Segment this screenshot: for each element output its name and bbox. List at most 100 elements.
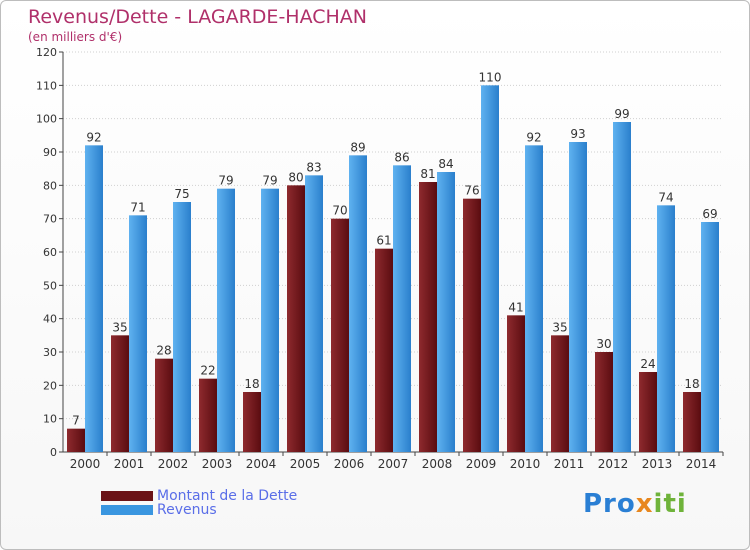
y-tick-label: 20 — [43, 379, 57, 392]
label-revenue-2002: 75 — [174, 187, 189, 201]
label-debt-2010: 41 — [508, 300, 523, 314]
bar-debt-2011 — [551, 335, 569, 452]
x-tick-label-2001: 2001 — [114, 457, 145, 471]
label-debt-2014: 18 — [684, 377, 699, 391]
label-revenue-2012: 99 — [614, 107, 629, 121]
bar-debt-2002 — [155, 358, 173, 452]
label-debt-2000: 7 — [72, 414, 80, 428]
legend-label-revenue: Revenus — [157, 502, 217, 518]
x-tick-label-2013: 2013 — [642, 457, 673, 471]
label-debt-2012: 30 — [596, 337, 611, 351]
x-tick-label-2005: 2005 — [290, 457, 321, 471]
label-revenue-2006: 89 — [350, 140, 365, 154]
y-tick-label: 30 — [43, 346, 57, 359]
bar-revenue-2005 — [305, 175, 323, 453]
bar-debt-2007 — [375, 248, 393, 452]
bar-debt-2003 — [199, 378, 217, 452]
label-revenue-2001: 71 — [130, 200, 145, 214]
y-tick-label: 110 — [36, 79, 57, 92]
x-tick-label-2002: 2002 — [158, 457, 189, 471]
label-debt-2004: 18 — [244, 377, 259, 391]
x-tick-label-2010: 2010 — [510, 457, 541, 471]
x-tick-label-2011: 2011 — [554, 457, 585, 471]
x-tick-label-2007: 2007 — [378, 457, 409, 471]
legend-swatch-debt — [101, 491, 153, 501]
label-debt-2009: 76 — [464, 184, 479, 198]
bars — [67, 85, 719, 453]
label-debt-2006: 70 — [332, 204, 347, 218]
bar-revenue-2009 — [481, 85, 499, 452]
bar-debt-2001 — [111, 335, 129, 452]
x-tick-label-2012: 2012 — [598, 457, 629, 471]
label-debt-2008: 81 — [420, 167, 435, 181]
bar-debt-2004 — [243, 392, 261, 452]
bar-debt-2000 — [67, 428, 85, 452]
bar-debt-2014 — [683, 392, 701, 452]
legend-label-debt: Montant de la Dette — [157, 488, 298, 504]
chart-title: Revenus/Dette - LAGARDE-HACHAN — [28, 6, 368, 28]
y-tick-label: 60 — [43, 246, 57, 259]
label-revenue-2010: 92 — [526, 130, 541, 144]
x-tick-label-2008: 2008 — [422, 457, 453, 471]
bar-debt-2012 — [595, 352, 613, 452]
x-tick-label-2009: 2009 — [466, 457, 497, 471]
legend-item-revenue: Revenus — [101, 502, 217, 518]
bar-revenue-2010 — [525, 145, 543, 453]
y-tick-label: 40 — [43, 313, 57, 326]
bar-revenue-2007 — [393, 165, 411, 453]
label-debt-2007: 61 — [376, 234, 391, 248]
bar-revenue-2004 — [261, 188, 279, 452]
bar-revenue-2000 — [85, 145, 103, 453]
x-tick-label-2014: 2014 — [686, 457, 717, 471]
label-debt-2003: 22 — [200, 364, 215, 378]
x-tick-label-2004: 2004 — [246, 457, 277, 471]
label-revenue-2008: 84 — [438, 157, 453, 171]
legend-item-debt: Montant de la Dette — [101, 488, 298, 504]
label-revenue-2011: 93 — [570, 127, 585, 141]
y-tick-label: 90 — [43, 146, 57, 159]
bar-revenue-2001 — [129, 215, 147, 452]
bar-revenue-2006 — [349, 155, 367, 453]
y-tick-label: 120 — [36, 46, 57, 59]
bar-revenue-2012 — [613, 122, 631, 452]
label-revenue-2009: 110 — [479, 70, 502, 84]
y-tick-label: 50 — [43, 279, 57, 292]
bar-debt-2009 — [463, 198, 481, 452]
bar-debt-2006 — [331, 218, 349, 452]
x-tick-label-2006: 2006 — [334, 457, 365, 471]
label-debt-2002: 28 — [156, 344, 171, 358]
bar-debt-2010 — [507, 315, 525, 452]
bar-revenue-2014 — [701, 222, 719, 452]
bar-debt-2013 — [639, 372, 657, 452]
bar-revenue-2008 — [437, 172, 455, 452]
label-debt-2001: 35 — [112, 320, 127, 334]
axes: 0 10 20 30 40 50 60 70 80 90 100 110 120 2000 2001 2002… — [36, 46, 724, 471]
label-debt-2005: 80 — [288, 170, 303, 184]
y-tick-label: 0 — [50, 446, 57, 459]
label-debt-2011: 35 — [552, 320, 567, 334]
label-debt-2013: 24 — [640, 357, 655, 371]
label-revenue-2000: 92 — [86, 130, 101, 144]
y-tick-label: 10 — [43, 413, 57, 426]
bar-debt-2005 — [287, 185, 305, 453]
bar-debt-2008 — [419, 182, 437, 452]
x-tick-label-2000: 2000 — [70, 457, 101, 471]
bar-revenue-2013 — [657, 205, 675, 452]
y-tick-label: 80 — [43, 179, 57, 192]
bar-revenue-2011 — [569, 142, 587, 452]
label-revenue-2014: 69 — [702, 207, 717, 221]
proxiti-logo: Proxiti — [583, 489, 687, 519]
x-tick-label-2003: 2003 — [202, 457, 233, 471]
label-revenue-2004: 79 — [262, 174, 277, 188]
label-revenue-2005: 83 — [306, 160, 321, 174]
legend-swatch-revenue — [101, 505, 153, 515]
y-tick-label: 70 — [43, 213, 57, 226]
label-revenue-2003: 79 — [218, 174, 233, 188]
bar-revenue-2003 — [217, 188, 235, 452]
chart-subtitle: (en milliers d'€) — [28, 30, 123, 44]
y-tick-label: 100 — [36, 113, 57, 126]
label-revenue-2007: 86 — [394, 150, 409, 164]
